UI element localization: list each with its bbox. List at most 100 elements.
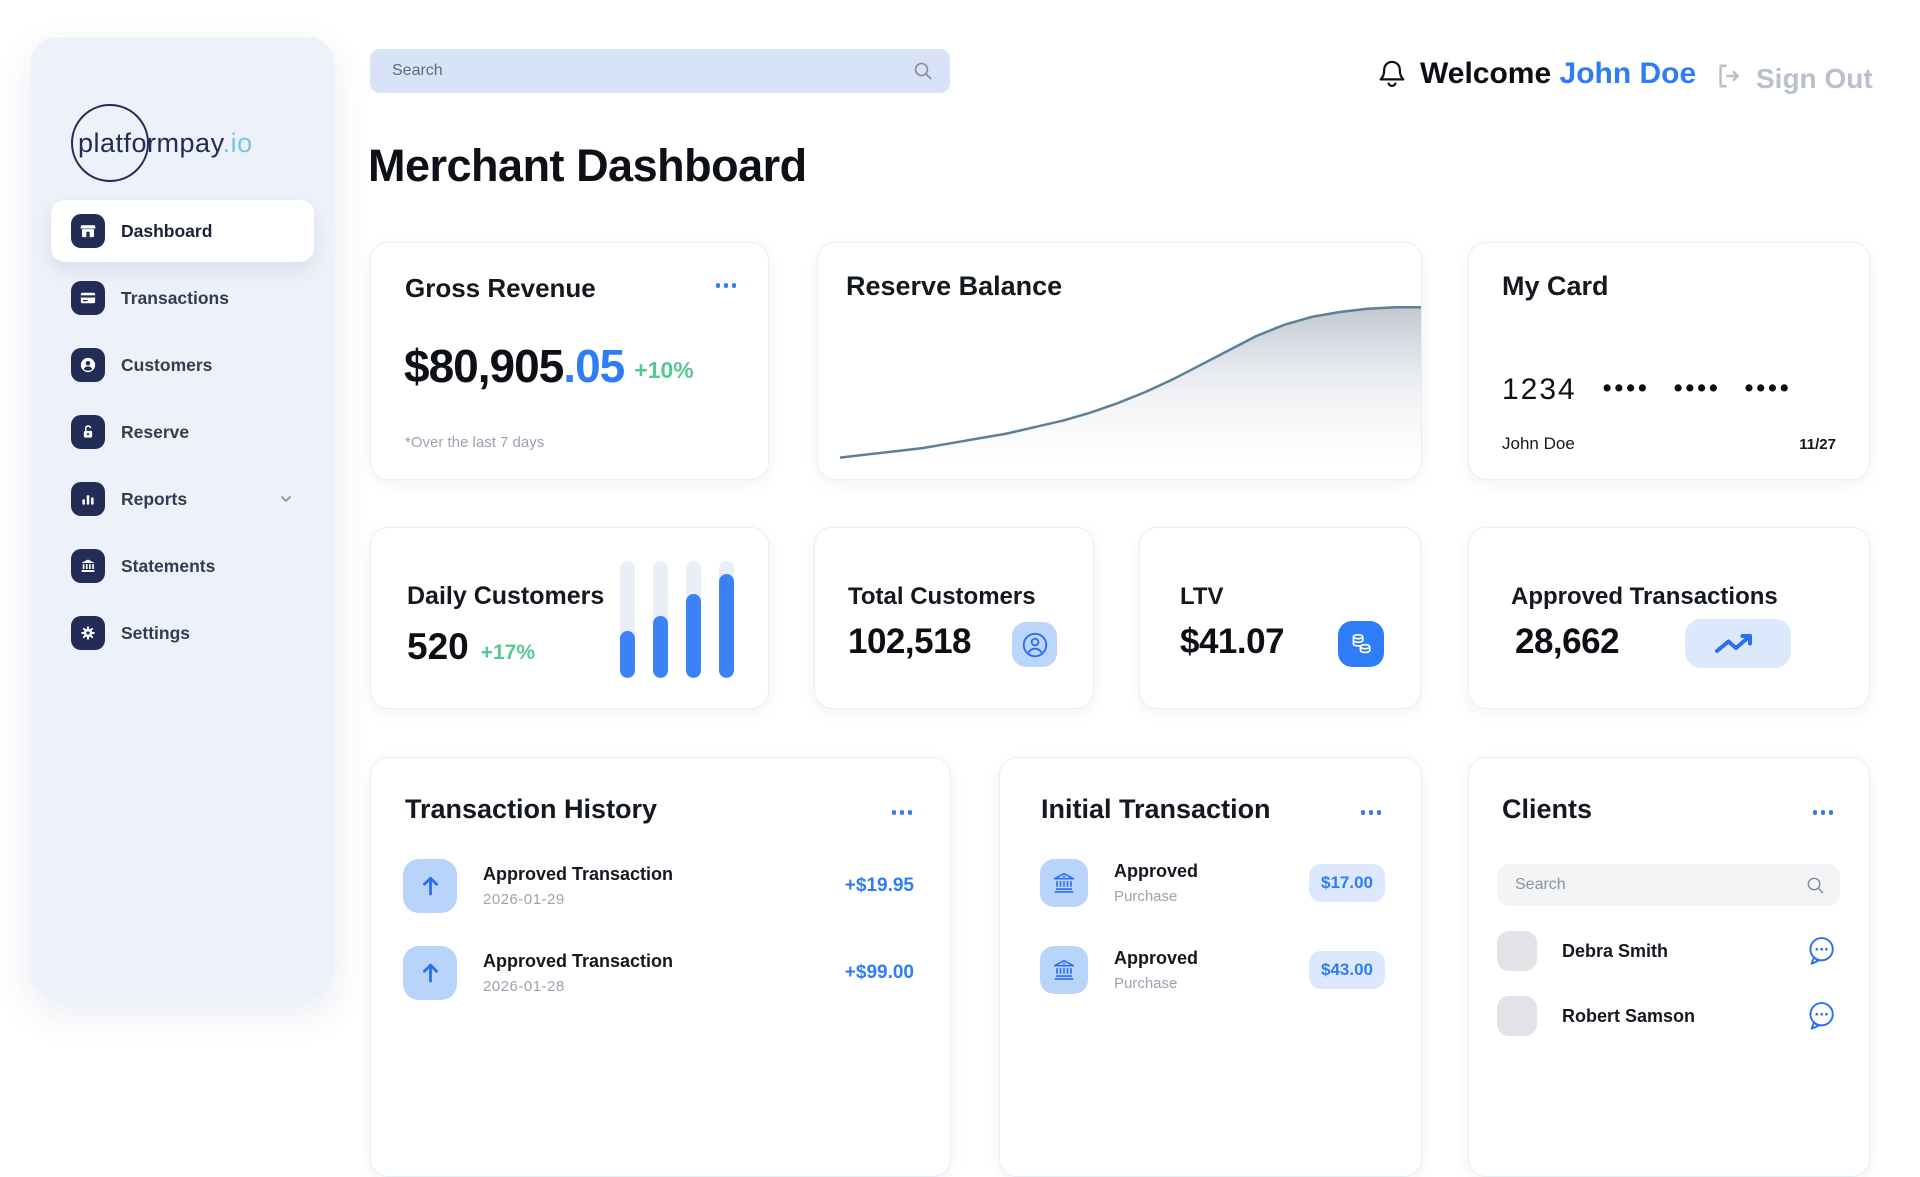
bar-fill	[620, 631, 635, 678]
daily-customers-change: +17%	[480, 641, 536, 664]
user-name: John Doe	[1559, 57, 1697, 90]
search-input[interactable]	[370, 49, 912, 93]
sidebar-item-customers[interactable]: Customers	[51, 334, 314, 396]
amount-badge: $43.00	[1309, 951, 1385, 989]
sidebar-item-transactions[interactable]: Transactions	[51, 267, 314, 329]
logo-text-main: platformpay	[78, 128, 223, 158]
chevron-down-icon[interactable]	[278, 491, 294, 507]
sidebar: platformpay.io Dashboard Transactions Cu…	[31, 37, 334, 998]
card-expiry: 11/27	[1799, 435, 1836, 453]
bar-track	[653, 561, 668, 678]
global-search	[370, 49, 950, 93]
clients-search-input[interactable]	[1497, 864, 1805, 906]
daily-customers-value-row: 520 +17%	[407, 626, 535, 668]
card-holder: John Doe	[1502, 434, 1575, 453]
transaction-date: 2026-01-28	[483, 977, 565, 995]
person-icon	[71, 348, 105, 382]
chat-bubble-icon[interactable]	[1803, 998, 1839, 1034]
bar-track	[719, 561, 734, 678]
more-options-icon[interactable]	[1812, 810, 1833, 815]
approved-transactions-value: 28,662	[1515, 622, 1620, 661]
transaction-date: 2026-01-29	[483, 890, 565, 908]
transaction-history-card: Transaction History Approved Transaction…	[370, 757, 951, 1177]
bar-fill	[653, 616, 668, 678]
more-options-icon[interactable]	[1360, 810, 1381, 815]
sign-out-label: Sign Out	[1756, 62, 1873, 94]
transaction-texts: Approved Transaction 2026-01-28	[483, 951, 673, 995]
reserve-balance-sparkline	[840, 305, 1421, 469]
daily-customers-bars	[620, 561, 734, 678]
card-number: 1234 •••• •••• ••••	[1502, 373, 1792, 407]
my-card-title: My Card	[1502, 271, 1609, 301]
bar-chart-icon	[71, 482, 105, 516]
clients-card: Clients Debra Smith Robert Samson	[1468, 757, 1870, 1177]
daily-customers-value: 520	[407, 626, 469, 667]
logo-text-suffix: .io	[222, 128, 253, 158]
ltv-title: LTV	[1180, 583, 1224, 610]
my-card-card: My Card 1234 •••• •••• •••• John Doe 11/…	[1468, 242, 1870, 480]
initial-transaction-title: Initial Transaction	[1041, 794, 1271, 824]
sidebar-item-label: Dashboard	[121, 220, 213, 241]
initial-transaction-row[interactable]: Approved Purchase $17.00	[1040, 859, 1385, 907]
transaction-label: Approved Transaction	[483, 863, 674, 884]
ltv-card: LTV $41.07	[1139, 527, 1421, 709]
card-meta: John Doe 11/27	[1502, 434, 1836, 454]
welcome-prefix: Welcome	[1420, 57, 1552, 90]
clients-search	[1497, 864, 1840, 906]
avatar	[1497, 996, 1537, 1036]
chat-bubble-icon[interactable]	[1803, 933, 1839, 969]
transaction-history-list: Approved Transaction 2026-01-29 +$19.95 …	[403, 857, 914, 1031]
gross-revenue-card: Gross Revenue $ 80,905.05 +10% *Over the…	[370, 242, 769, 480]
bank-building-icon	[1040, 859, 1088, 907]
transaction-row[interactable]: Approved Transaction 2026-01-28 +$99.00	[403, 944, 914, 1001]
brand-logo: platformpay.io	[69, 97, 309, 189]
transaction-row[interactable]: Approved Transaction 2026-01-29 +$19.95	[403, 857, 914, 914]
search-icon[interactable]	[1805, 875, 1826, 896]
ltv-value: $41.07	[1180, 622, 1285, 661]
change-badge: +10%	[634, 357, 694, 383]
reserve-balance-card: Reserve Balance	[817, 242, 1422, 480]
avatar	[1497, 931, 1537, 971]
notification-bell-icon[interactable]	[1374, 54, 1410, 94]
sidebar-item-label: Settings	[121, 622, 191, 643]
credit-card-icon	[71, 281, 105, 315]
sidebar-item-label: Reserve	[121, 421, 190, 442]
total-customers-value: 102,518	[848, 622, 972, 661]
initial-transaction-label: Approved	[1114, 948, 1199, 968]
client-name: Debra Smith	[1562, 940, 1669, 961]
initial-transaction-texts: Approved Purchase	[1114, 948, 1198, 992]
sidebar-item-reports[interactable]: Reports	[51, 468, 314, 530]
amount-badge: $17.00	[1309, 864, 1385, 902]
total-customers-card: Total Customers 102,518	[814, 527, 1094, 709]
sidebar-item-dashboard[interactable]: Dashboard	[51, 200, 314, 262]
initial-transaction-row[interactable]: Approved Purchase $43.00	[1040, 946, 1385, 994]
client-row[interactable]: Debra Smith	[1497, 931, 1839, 971]
arrow-up-icon	[403, 945, 457, 1000]
page-title: Merchant Dashboard	[368, 140, 807, 192]
gross-revenue-title: Gross Revenue	[405, 273, 596, 303]
sign-out-button[interactable]: Sign Out	[1712, 60, 1873, 97]
sidebar-item-statements[interactable]: Statements	[51, 535, 314, 597]
page-title-primary: Merchant	[368, 140, 565, 191]
sidebar-item-settings[interactable]: Settings	[51, 602, 314, 664]
person-circle-icon	[1012, 622, 1057, 667]
amount-currency: $	[404, 340, 430, 392]
approved-transactions-card: Approved Transactions 28,662	[1468, 527, 1870, 709]
bank-icon	[71, 549, 105, 583]
initial-transaction-texts: Approved Purchase	[1114, 861, 1198, 905]
gross-revenue-amount: $ 80,905.05 +10%	[404, 339, 694, 393]
transaction-amount: +$99.00	[844, 961, 914, 983]
bar-fill	[719, 573, 734, 678]
more-options-icon[interactable]	[715, 283, 736, 288]
initial-transaction-label: Approved	[1114, 861, 1199, 881]
sidebar-item-reserve[interactable]: Reserve	[51, 401, 314, 463]
transaction-amount: +$19.95	[844, 874, 914, 896]
gear-icon	[71, 616, 105, 650]
search-icon[interactable]	[912, 60, 934, 82]
more-options-icon[interactable]	[891, 810, 912, 815]
transaction-history-title: Transaction History	[405, 794, 658, 824]
logo-text: platformpay.io	[78, 128, 253, 159]
clients-list: Debra Smith Robert Samson	[1497, 931, 1839, 1061]
client-row[interactable]: Robert Samson	[1497, 996, 1839, 1036]
coins-icon	[1338, 621, 1384, 667]
